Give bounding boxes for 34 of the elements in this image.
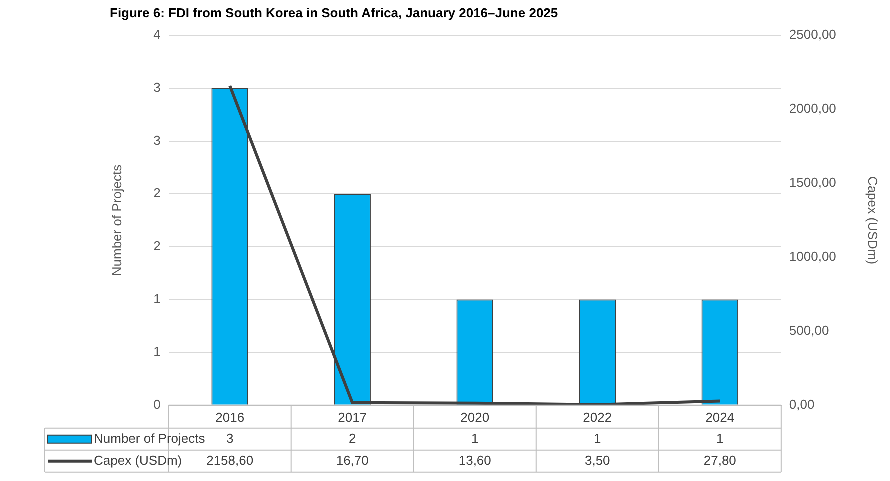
data-label: 27,80 xyxy=(704,452,736,468)
y-tick-label: 2 xyxy=(154,238,161,254)
data-label: 16,70 xyxy=(336,452,369,468)
y2-axis-title: Capex (USDm) xyxy=(866,176,881,265)
data-label: 2 xyxy=(348,430,356,446)
data-label: 1 xyxy=(594,430,602,446)
y-tick-label: 3 xyxy=(154,132,161,148)
data-label: 1 xyxy=(472,430,479,446)
y-tick-label: 1 xyxy=(154,344,161,360)
y2-tick-label: 0,00 xyxy=(789,396,815,412)
data-label: 13,60 xyxy=(458,452,492,468)
y2-tick-label: 2500,00 xyxy=(789,27,836,42)
x-tick-label: 2020 xyxy=(460,410,490,425)
y-tick-label: 3 xyxy=(154,80,161,96)
x-tick-label: 2024 xyxy=(706,410,735,425)
y-tick-label: 4 xyxy=(154,27,161,42)
x-tick-label: 2022 xyxy=(583,410,612,425)
data-label: 2158,60 xyxy=(206,452,254,468)
y-tick-label: 2 xyxy=(154,186,161,201)
y2-tick-label: 500,00 xyxy=(789,323,830,338)
data-label: 3 xyxy=(226,430,234,446)
x-tick-label: 2017 xyxy=(338,410,368,425)
data-label: 3,50 xyxy=(584,452,610,468)
y2-tick-label: 1000,00 xyxy=(789,249,836,264)
data-label: 1 xyxy=(716,430,724,446)
y2-tick-label: 1500,00 xyxy=(789,175,836,190)
y-tick-label: 1 xyxy=(154,291,161,306)
x-tick-label: 2016 xyxy=(216,410,245,425)
legend-label: Number of Projects xyxy=(94,430,206,446)
y2-tick-label: 2000,00 xyxy=(789,101,836,116)
y-tick-label: 0 xyxy=(154,396,161,412)
chart-title: Figure 6: FDI from South Korea in South Africa, January 2016–June 2025 xyxy=(110,5,558,20)
y-axis-title: Number of Projects xyxy=(109,164,124,276)
legend-label: Capex (USDm) xyxy=(94,452,182,468)
